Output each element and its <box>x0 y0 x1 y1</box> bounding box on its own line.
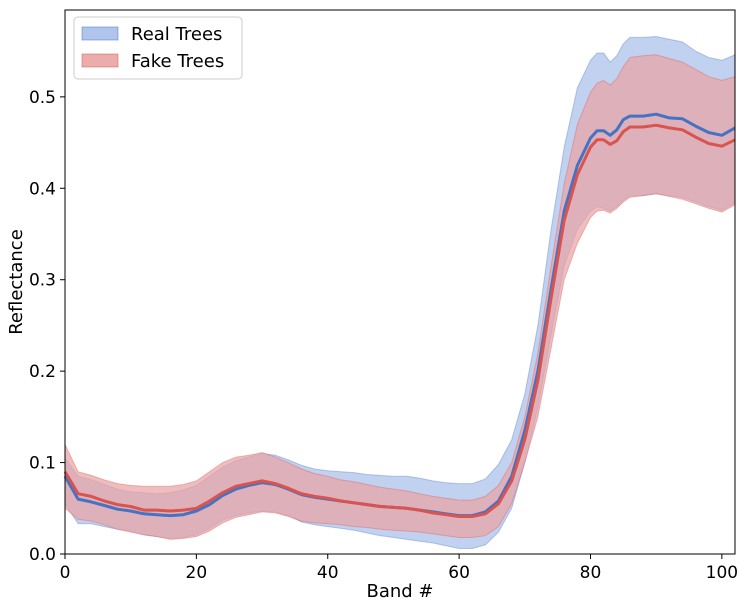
x-tick-label: 80 <box>580 563 602 583</box>
x-axis-label: Band # <box>366 581 433 602</box>
y-tick-label: 0.3 <box>29 271 56 291</box>
y-axis-label: Reflectance <box>6 229 27 335</box>
y-tick-label: 0.2 <box>29 362 56 382</box>
mean-line-fake-trees <box>63 123 736 518</box>
x-tick-label: 100 <box>706 563 738 583</box>
x-axis-ticks: 0 20 40 60 80 100 <box>60 554 738 583</box>
x-tick-label: 20 <box>186 563 208 583</box>
x-tick-label: 40 <box>317 563 339 583</box>
legend: Real Trees Fake Trees <box>73 16 243 80</box>
y-tick-label: 0.0 <box>29 545 56 565</box>
confidence-bands <box>64 35 736 549</box>
y-tick-label: 0.5 <box>29 88 56 108</box>
legend-swatch-fake-trees <box>81 53 119 68</box>
x-tick-label: 0 <box>60 563 71 583</box>
plot-frame <box>64 9 736 555</box>
legend-label-fake-trees: Fake Trees <box>131 51 224 72</box>
y-axis-ticks: 0.0 0.1 0.2 0.3 0.4 0.5 <box>29 88 65 565</box>
legend-swatch-real-trees <box>81 26 119 41</box>
x-tick-label: 60 <box>448 563 470 583</box>
y-tick-label: 0.1 <box>29 454 56 474</box>
mean-lines <box>63 112 736 518</box>
y-tick-label: 0.4 <box>29 179 56 199</box>
legend-label-real-trees: Real Trees <box>131 24 222 45</box>
